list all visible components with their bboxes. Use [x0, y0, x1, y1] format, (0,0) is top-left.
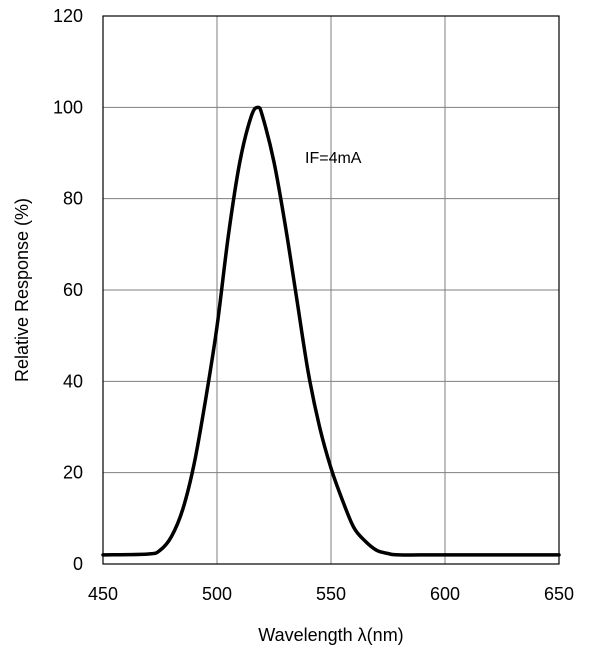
x-tick-label: 450 — [88, 584, 118, 604]
y-tick-label: 20 — [63, 463, 83, 483]
y-tick-labels: 0 20 40 60 80 100 120 — [53, 6, 83, 574]
response-curve — [101, 105, 561, 557]
y-tick-label: 100 — [53, 97, 83, 117]
y-tick-label: 0 — [73, 554, 83, 574]
x-tick-labels: 450 500 550 600 650 — [88, 584, 574, 604]
x-tick-label: 550 — [316, 584, 346, 604]
annotation-current: IF=4mA — [305, 150, 362, 167]
x-tick-label: 500 — [202, 584, 232, 604]
x-tick-label: 600 — [430, 584, 460, 604]
y-tick-label: 60 — [63, 280, 83, 300]
plot-area-frame — [102, 15, 560, 565]
x-tick-label: 650 — [544, 584, 574, 604]
y-axis-label: Relative Response (%) — [12, 198, 32, 382]
y-tick-label: 40 — [63, 371, 83, 391]
y-tick-label: 120 — [53, 6, 83, 26]
grid-lines — [103, 16, 559, 564]
x-axis-label: Wavelength λ(nm) — [258, 625, 403, 645]
y-tick-label: 80 — [63, 189, 83, 209]
